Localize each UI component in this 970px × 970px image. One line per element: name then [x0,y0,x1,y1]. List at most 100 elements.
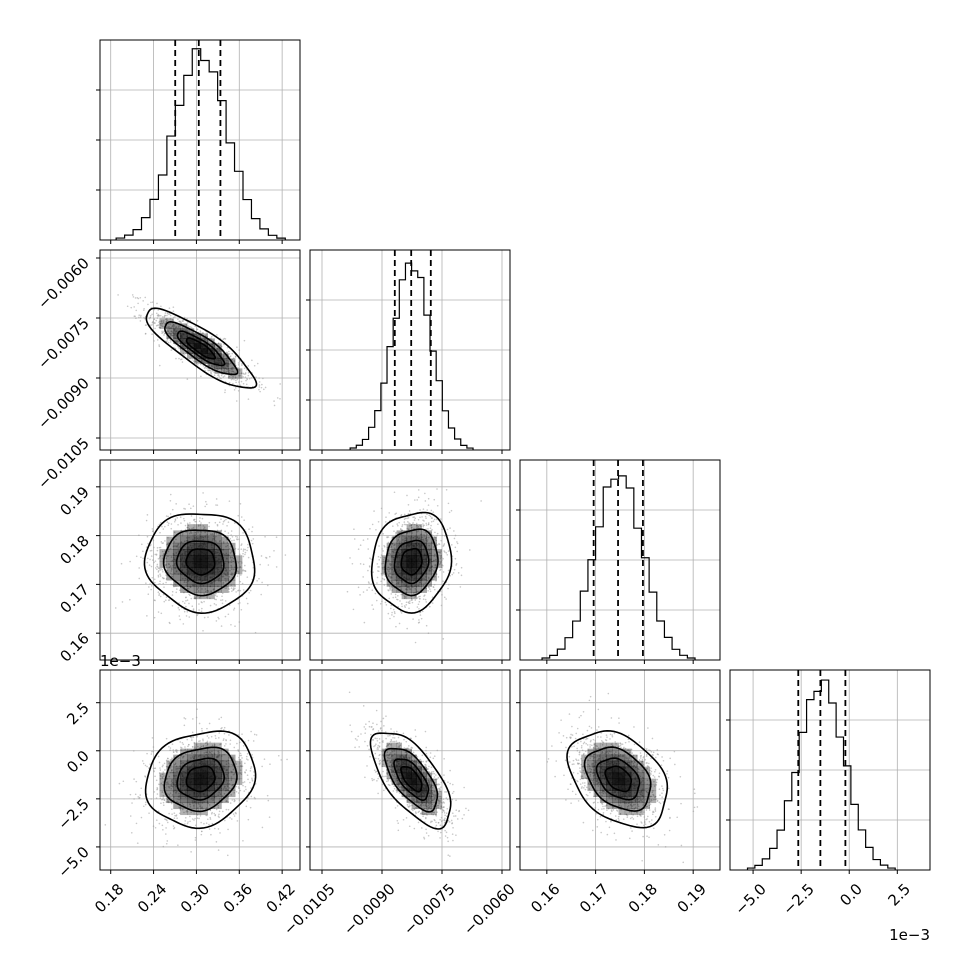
density-cell [221,549,229,556]
density-cell [186,573,195,581]
sample-point [162,775,165,777]
sample-point [159,595,162,598]
sample-point [206,727,208,730]
sample-point [258,384,261,386]
sample-point [244,551,247,554]
sample-point [139,320,142,322]
sample-point [225,743,227,745]
sample-point [250,730,252,733]
sample-point [454,546,457,549]
sample-point [234,587,236,590]
sample-point [425,522,428,525]
sample-point [214,598,216,601]
sample-point [408,510,411,512]
sample-point [178,615,181,617]
sample-point [429,590,432,593]
sample-point [143,307,145,310]
sample-point [152,746,155,748]
sample-point [235,379,237,382]
sample-point [422,583,425,586]
sample-point [164,332,166,335]
sample-point [214,539,217,542]
sample-point [439,552,441,554]
density-cell [200,772,208,780]
density-cell [159,323,167,329]
density-cell [186,802,195,810]
sample-point [240,773,243,775]
density-cell [416,573,422,581]
sample-point [399,528,402,530]
sample-point [158,783,160,786]
sample-point [244,553,246,556]
sample-point [228,587,230,590]
density-cell [207,766,215,774]
density-cell [416,567,422,575]
sample-point [366,589,368,591]
density-cell [228,784,236,792]
sample-point [225,545,227,548]
sample-point [394,543,396,546]
sample-point [159,573,161,576]
sample-point [217,828,220,830]
sample-point [180,749,183,752]
density-cell [426,561,432,569]
sample-point [169,785,171,788]
sample-point [454,557,457,560]
density-cell [235,555,243,562]
density-cell [200,555,208,562]
sample-point [173,812,176,814]
density-cell [214,555,222,562]
sample-point [150,555,153,557]
sample-point [169,572,172,575]
contour-line [176,757,226,801]
sample-point [245,758,248,760]
sample-point [246,752,249,755]
sample-point [404,535,406,537]
sample-point [427,523,430,526]
sample-point [157,557,160,560]
sample-point [221,592,224,595]
density-cell [426,542,432,550]
sample-point [441,528,443,531]
sample-point [229,816,231,819]
sample-point [168,812,170,815]
sample-point [443,535,446,537]
sample-point [164,312,167,314]
sample-point [220,727,222,730]
sample-point [165,578,168,580]
sample-point [380,580,382,583]
sample-point [432,570,435,572]
sample-point [367,548,370,550]
sample-point [198,596,201,599]
sample-point [354,746,356,749]
sample-point [227,828,229,831]
density-cell [416,580,422,587]
sample-point [167,322,170,325]
density-cell [186,555,195,562]
sample-point [143,316,145,319]
sample-point [198,603,200,605]
sample-point [154,567,157,569]
sample-point [154,826,157,829]
density-cell [421,580,427,587]
sample-point [434,564,437,566]
sample-point [427,632,430,635]
sample-point [387,779,390,782]
sample-point [196,363,199,366]
sample-point [218,617,220,620]
density-cell [159,790,167,798]
sample-point [209,816,211,819]
sample-point [242,382,245,385]
histogram-step [349,262,474,450]
sample-point [277,754,280,757]
sample-point [406,517,408,520]
sample-point [154,599,156,602]
sample-point [187,526,189,529]
sample-point [157,583,160,586]
sample-point [167,515,169,518]
density-cell [186,567,195,575]
density-cell [221,353,229,359]
density-cell [180,580,188,587]
sample-point [379,556,382,559]
sample-point [200,375,202,378]
